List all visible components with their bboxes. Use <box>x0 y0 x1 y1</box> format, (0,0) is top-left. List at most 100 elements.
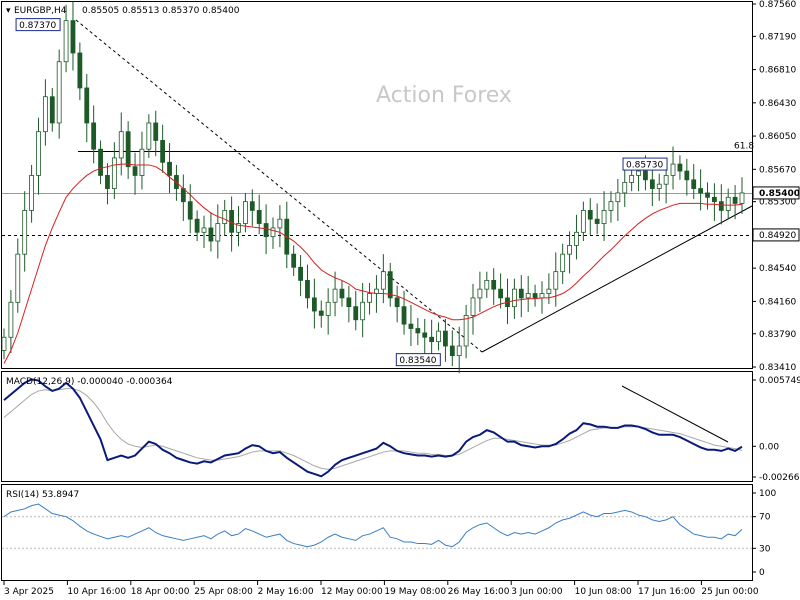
candle-body <box>705 192 710 198</box>
macd-title: MACD(12,26,9) -0.000040 -0.000364 <box>6 377 173 387</box>
price-candle <box>498 273 503 309</box>
price-candle <box>22 191 28 272</box>
price-candle <box>705 182 710 210</box>
x-tick-label: 17 Jun 16:00 <box>638 587 695 597</box>
x-tick-label: 2 May 16:00 <box>258 587 314 597</box>
price-candle <box>318 300 324 328</box>
price-candle <box>222 199 228 236</box>
candle-body <box>408 323 414 329</box>
price-candle <box>587 198 593 235</box>
candle-body <box>491 280 497 290</box>
candle-body <box>339 288 345 299</box>
price-tag-box <box>752 186 800 200</box>
price-candle <box>270 217 276 249</box>
x-tick-label: 12 May 00:00 <box>321 587 383 597</box>
price-candle <box>622 164 628 207</box>
candle-body <box>22 210 28 255</box>
candle-body <box>42 96 48 133</box>
rsi-line <box>3 503 743 548</box>
time-x-axis: 3 Apr 2025 10 Apr 16:00 18 Apr 00:00 25 Apr… <box>3 581 759 597</box>
annotation-box <box>395 353 441 367</box>
x-tick-label: 25 Apr 08:00 <box>194 587 253 597</box>
price-candle <box>187 184 193 234</box>
rsi-y-axis: 100 70 30 0 <box>752 489 776 578</box>
y-tick-label: 30 <box>759 544 771 554</box>
price-candle <box>677 155 683 180</box>
candle-body <box>180 188 186 203</box>
price-candle <box>325 288 331 335</box>
price-candle <box>532 284 538 307</box>
price-candle <box>718 184 724 225</box>
candle-body <box>518 288 524 299</box>
candle-body <box>1 336 7 351</box>
candle-body <box>401 306 407 325</box>
price-annotation: 0.87370 <box>15 18 61 32</box>
watermark: Action Forex <box>376 83 512 108</box>
candle-body <box>615 192 621 203</box>
price-candle <box>291 245 297 277</box>
y-tick-label: 0 <box>759 568 765 578</box>
candle-body <box>249 201 255 211</box>
price-candle <box>63 4 69 73</box>
x-tick-label: 3 Apr 2025 <box>4 587 54 597</box>
candle-body <box>394 297 400 308</box>
price-candle <box>249 189 255 227</box>
candle-body <box>380 271 386 290</box>
annotation-box <box>15 18 61 32</box>
candle-body <box>201 227 207 233</box>
price-candle <box>346 285 352 323</box>
price-candle <box>670 146 676 190</box>
candle-body <box>63 20 69 63</box>
price-candle <box>691 164 697 200</box>
price-tag-box <box>752 228 800 242</box>
chart-ohlc: 0.85505 0.85513 0.85370 0.85400 <box>82 6 240 16</box>
y-tick-label: 100 <box>759 489 776 499</box>
price-candle <box>546 273 552 305</box>
x-tick-label: 18 Apr 00:00 <box>131 587 190 597</box>
x-tick-label: 19 May 08:00 <box>384 587 446 597</box>
candle-body <box>236 223 241 233</box>
rsi-panel <box>2 503 752 549</box>
macd-y-axis: 0.005749 0.00 -0.002663 <box>752 376 800 483</box>
candle-body <box>484 280 490 290</box>
candle-body <box>208 227 214 242</box>
price-candle <box>15 238 21 313</box>
candle-body <box>649 179 655 189</box>
price-candle <box>70 1 76 71</box>
candle-body <box>601 210 607 224</box>
price-y-axis: 0.87560 0.87190 0.86810 0.86430 0.86050 0.856… <box>752 0 800 373</box>
candle-body <box>77 52 83 89</box>
price-candle <box>118 112 124 176</box>
candle-body <box>153 122 159 141</box>
candle-body <box>712 196 717 203</box>
macd-main-line <box>3 378 743 478</box>
price-candle <box>484 271 490 298</box>
y-tick-label: 0.86050 <box>759 132 796 142</box>
price-tag-label: 0.85400 <box>759 189 800 199</box>
y-tick-label: 0.86810 <box>759 66 796 76</box>
candle-body <box>222 210 228 224</box>
price-candle <box>77 42 83 101</box>
candle-body <box>111 157 117 189</box>
candle-body <box>98 148 103 176</box>
y-tick-label: 0.85670 <box>759 165 796 175</box>
price-candle <box>470 283 476 335</box>
candle-body <box>36 131 41 176</box>
candle-body <box>539 293 545 299</box>
x-tick-label: 10 Jun 08:00 <box>575 587 632 597</box>
price-candle <box>208 212 214 252</box>
candle-body <box>277 218 283 229</box>
candle-body <box>684 170 690 181</box>
candle-body <box>663 175 669 185</box>
candle-body <box>49 96 55 124</box>
candle-body <box>670 163 676 176</box>
price-candle <box>194 210 200 242</box>
price-candle <box>732 185 738 220</box>
candle-body <box>8 301 14 338</box>
price-candle <box>408 304 414 347</box>
price-candle <box>311 278 317 329</box>
candle-body <box>132 166 138 176</box>
annotation-label: 0.87370 <box>19 21 56 31</box>
price-candle <box>518 275 524 318</box>
macd-divergence-line <box>621 385 729 443</box>
